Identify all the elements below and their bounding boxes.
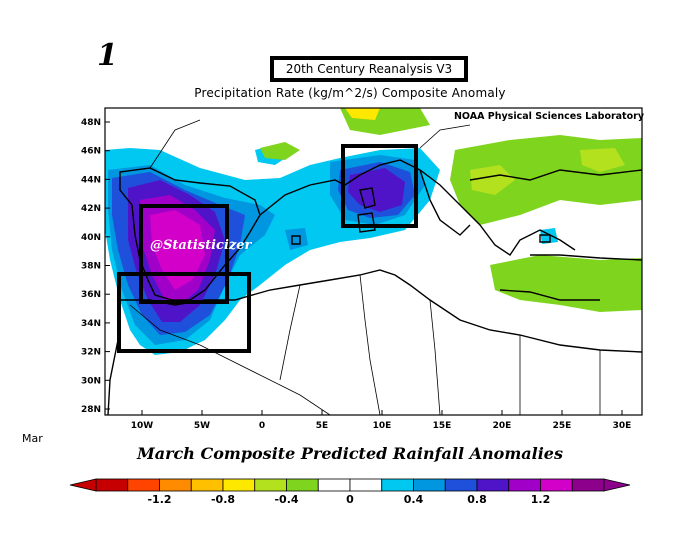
colorbar-segment (286, 478, 319, 492)
map-frame (104, 107, 643, 416)
latitude-axis: 48N 46N 44N 42N 40N 38N 36N 34N 32N 30N 28N (81, 118, 110, 415)
colorbar-segment (476, 478, 510, 492)
lon-tick-label: 10W (131, 421, 154, 431)
lat-tick-label: 30N (81, 376, 101, 386)
colorbar-segment (127, 478, 160, 492)
lat-tick-label: 48N (81, 118, 101, 128)
colorbar-tick-label: -1.2 (147, 493, 171, 506)
page-number: 1 (97, 38, 118, 73)
lon-tick-label: 5E (316, 421, 328, 431)
colorbar-segment (413, 478, 446, 492)
colorbar-segment (317, 478, 351, 492)
lat-tick-label: 32N (81, 348, 101, 358)
lat-tick-label: 34N (81, 319, 101, 329)
colorbar-segment (190, 478, 224, 492)
lat-tick-label: 44N (81, 175, 101, 185)
lon-tick-label: 0 (259, 421, 265, 431)
colorbar-tick-label: 1.2 (531, 493, 551, 506)
lat-tick-label: 46N (81, 147, 101, 157)
highlight-box-iberia (139, 204, 229, 304)
lon-tick-label: 30E (613, 421, 632, 431)
colorbar-arrow-right (603, 478, 631, 492)
map-subtitle: Precipitation Rate (kg/m^2/s) Composite … (194, 86, 506, 100)
highlight-box-morocco (117, 272, 251, 353)
colorbar-tick-label: -0.8 (211, 493, 235, 506)
longitude-axis: 10W 5W 0 5E 10E 15E 20E 25E 30E (131, 410, 632, 431)
colorbar-arrow-left (69, 478, 97, 492)
colorbar-tick-label: 0 (346, 493, 354, 506)
colorbar-segment (444, 478, 478, 492)
colorbar-segment (95, 478, 129, 492)
lon-tick-label: 15E (433, 421, 452, 431)
colorbar-segment (508, 478, 541, 492)
lat-tick-label: 42N (81, 204, 101, 214)
colorbar-tick-label: -0.4 (274, 493, 298, 506)
month-label: Mar (22, 432, 43, 445)
colorbar-segment (571, 478, 605, 492)
lon-tick-label: 25E (553, 421, 572, 431)
colorbar-tick-label: 0.8 (467, 493, 487, 506)
colorbar-tick-label: 0.4 (404, 493, 424, 506)
lat-tick-label: 36N (81, 290, 101, 300)
lon-tick-label: 20E (493, 421, 512, 431)
colorbar-segment (254, 478, 287, 492)
borders (129, 119, 601, 415)
colorbar-segment (540, 478, 573, 492)
highlight-box-sardinia (341, 144, 418, 228)
lon-tick-label: 5W (194, 421, 210, 431)
colorbar-segment (349, 478, 383, 492)
credit-text: NOAA Physical Sciences Laboratory (454, 111, 645, 122)
map-caption: March Composite Predicted Rainfall Anoma… (137, 444, 563, 463)
colorbar-segment (159, 478, 192, 492)
colorbar-segment (222, 478, 256, 492)
watermark-text: @Statisticizer (150, 238, 253, 253)
lat-tick-label: 28N (81, 405, 101, 415)
lat-tick-label: 40N (81, 233, 101, 243)
colorbar-segment (381, 478, 414, 492)
credit-box (457, 109, 641, 123)
colorbar: -1.2 -0.8 -0.4 0 0.4 0.8 1.2 (69, 478, 631, 506)
map-title-box: 20th Century Reanalysis V3 (270, 56, 468, 82)
lon-tick-label: 10E (373, 421, 392, 431)
lat-tick-label: 38N (81, 262, 101, 272)
